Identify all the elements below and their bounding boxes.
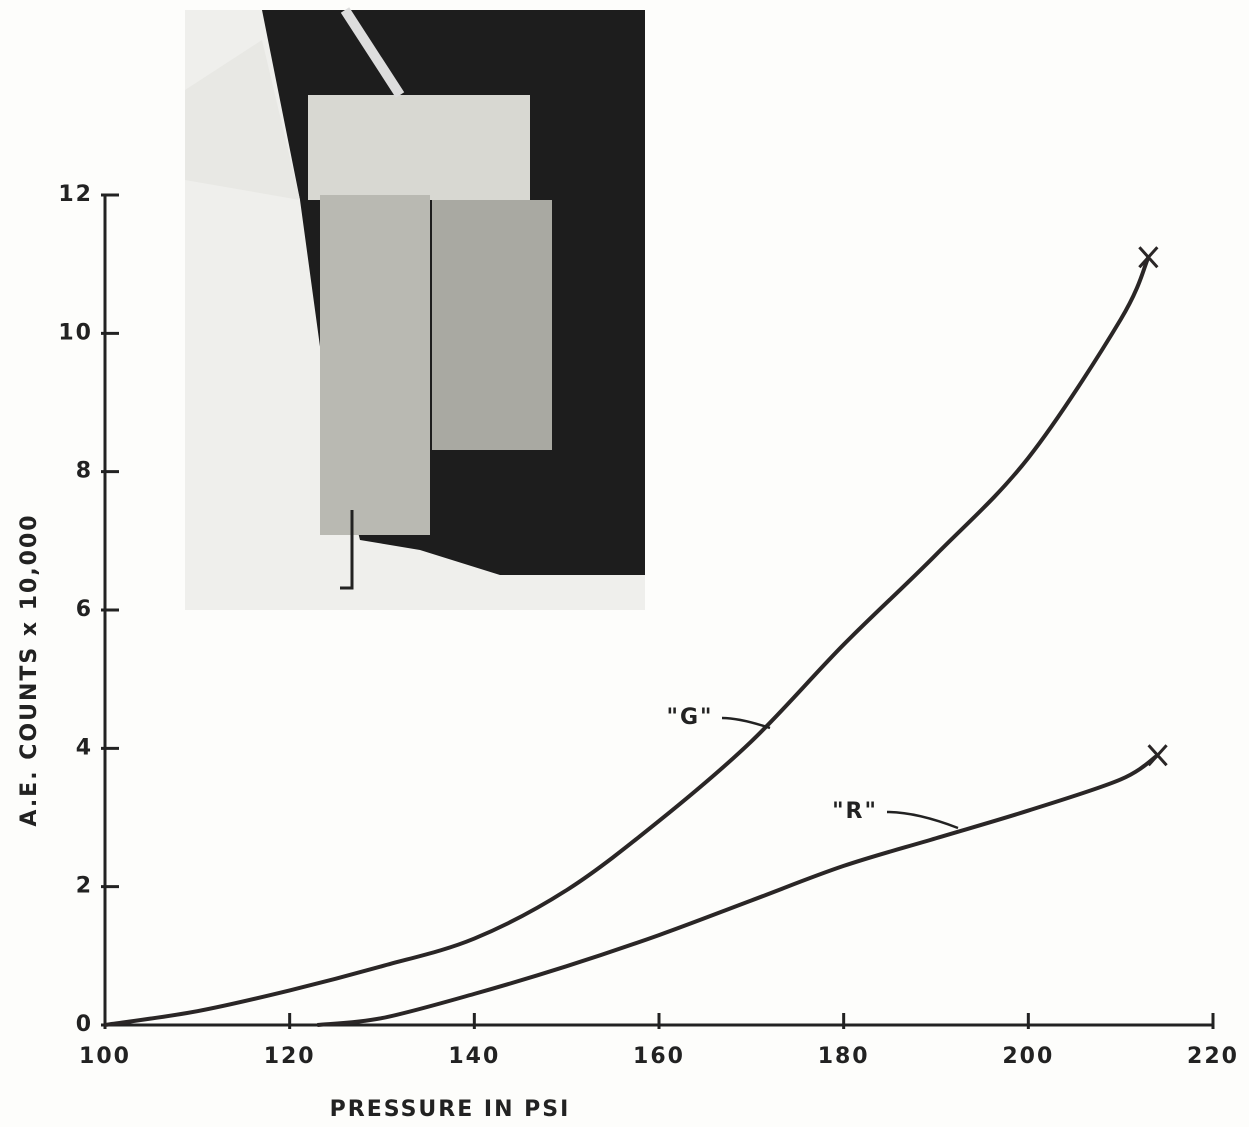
x-tick-label: 100 (79, 1044, 131, 1069)
y-tick-label: 4 (76, 735, 93, 760)
y-tick-label: 10 (58, 320, 93, 345)
y-tick-label: 6 (76, 597, 93, 622)
y-tick-label: 12 (58, 182, 93, 207)
end-marker (1139, 247, 1157, 267)
x-tick-label: 180 (818, 1044, 870, 1069)
x-tick-label: 120 (264, 1044, 316, 1069)
y-tick-label: 8 (76, 459, 93, 484)
annotation-arrow (722, 718, 770, 728)
x-axis-title: PRESSURE IN PSI (330, 1097, 571, 1122)
y-tick-label: 0 (76, 1012, 93, 1037)
x-tick-label: 160 (633, 1044, 685, 1069)
series-label: "G" (667, 705, 714, 730)
x-tick-label: 220 (1187, 1044, 1239, 1069)
photo-inset (185, 10, 645, 610)
chart: PRESSURE IN PSI A.E. COUNTS x 10,000 100… (0, 0, 1249, 1127)
x-tick-label: 200 (1002, 1044, 1054, 1069)
y-axis-title: A.E. COUNTS x 10,000 (17, 513, 42, 826)
y-tick-label: 2 (76, 874, 93, 899)
end-marker (1149, 745, 1167, 765)
series-label: "R" (832, 799, 878, 824)
annotation-arrow (887, 812, 958, 828)
x-tick-label: 140 (448, 1044, 500, 1069)
series-line (317, 755, 1157, 1025)
